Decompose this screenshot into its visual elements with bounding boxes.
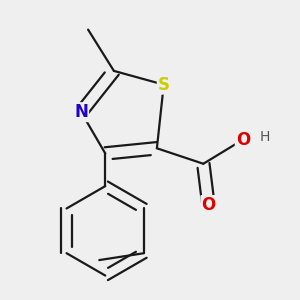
Text: O: O <box>236 131 250 149</box>
Text: H: H <box>260 130 270 144</box>
Text: N: N <box>74 103 88 121</box>
Text: S: S <box>158 76 170 94</box>
Text: O: O <box>201 196 216 214</box>
